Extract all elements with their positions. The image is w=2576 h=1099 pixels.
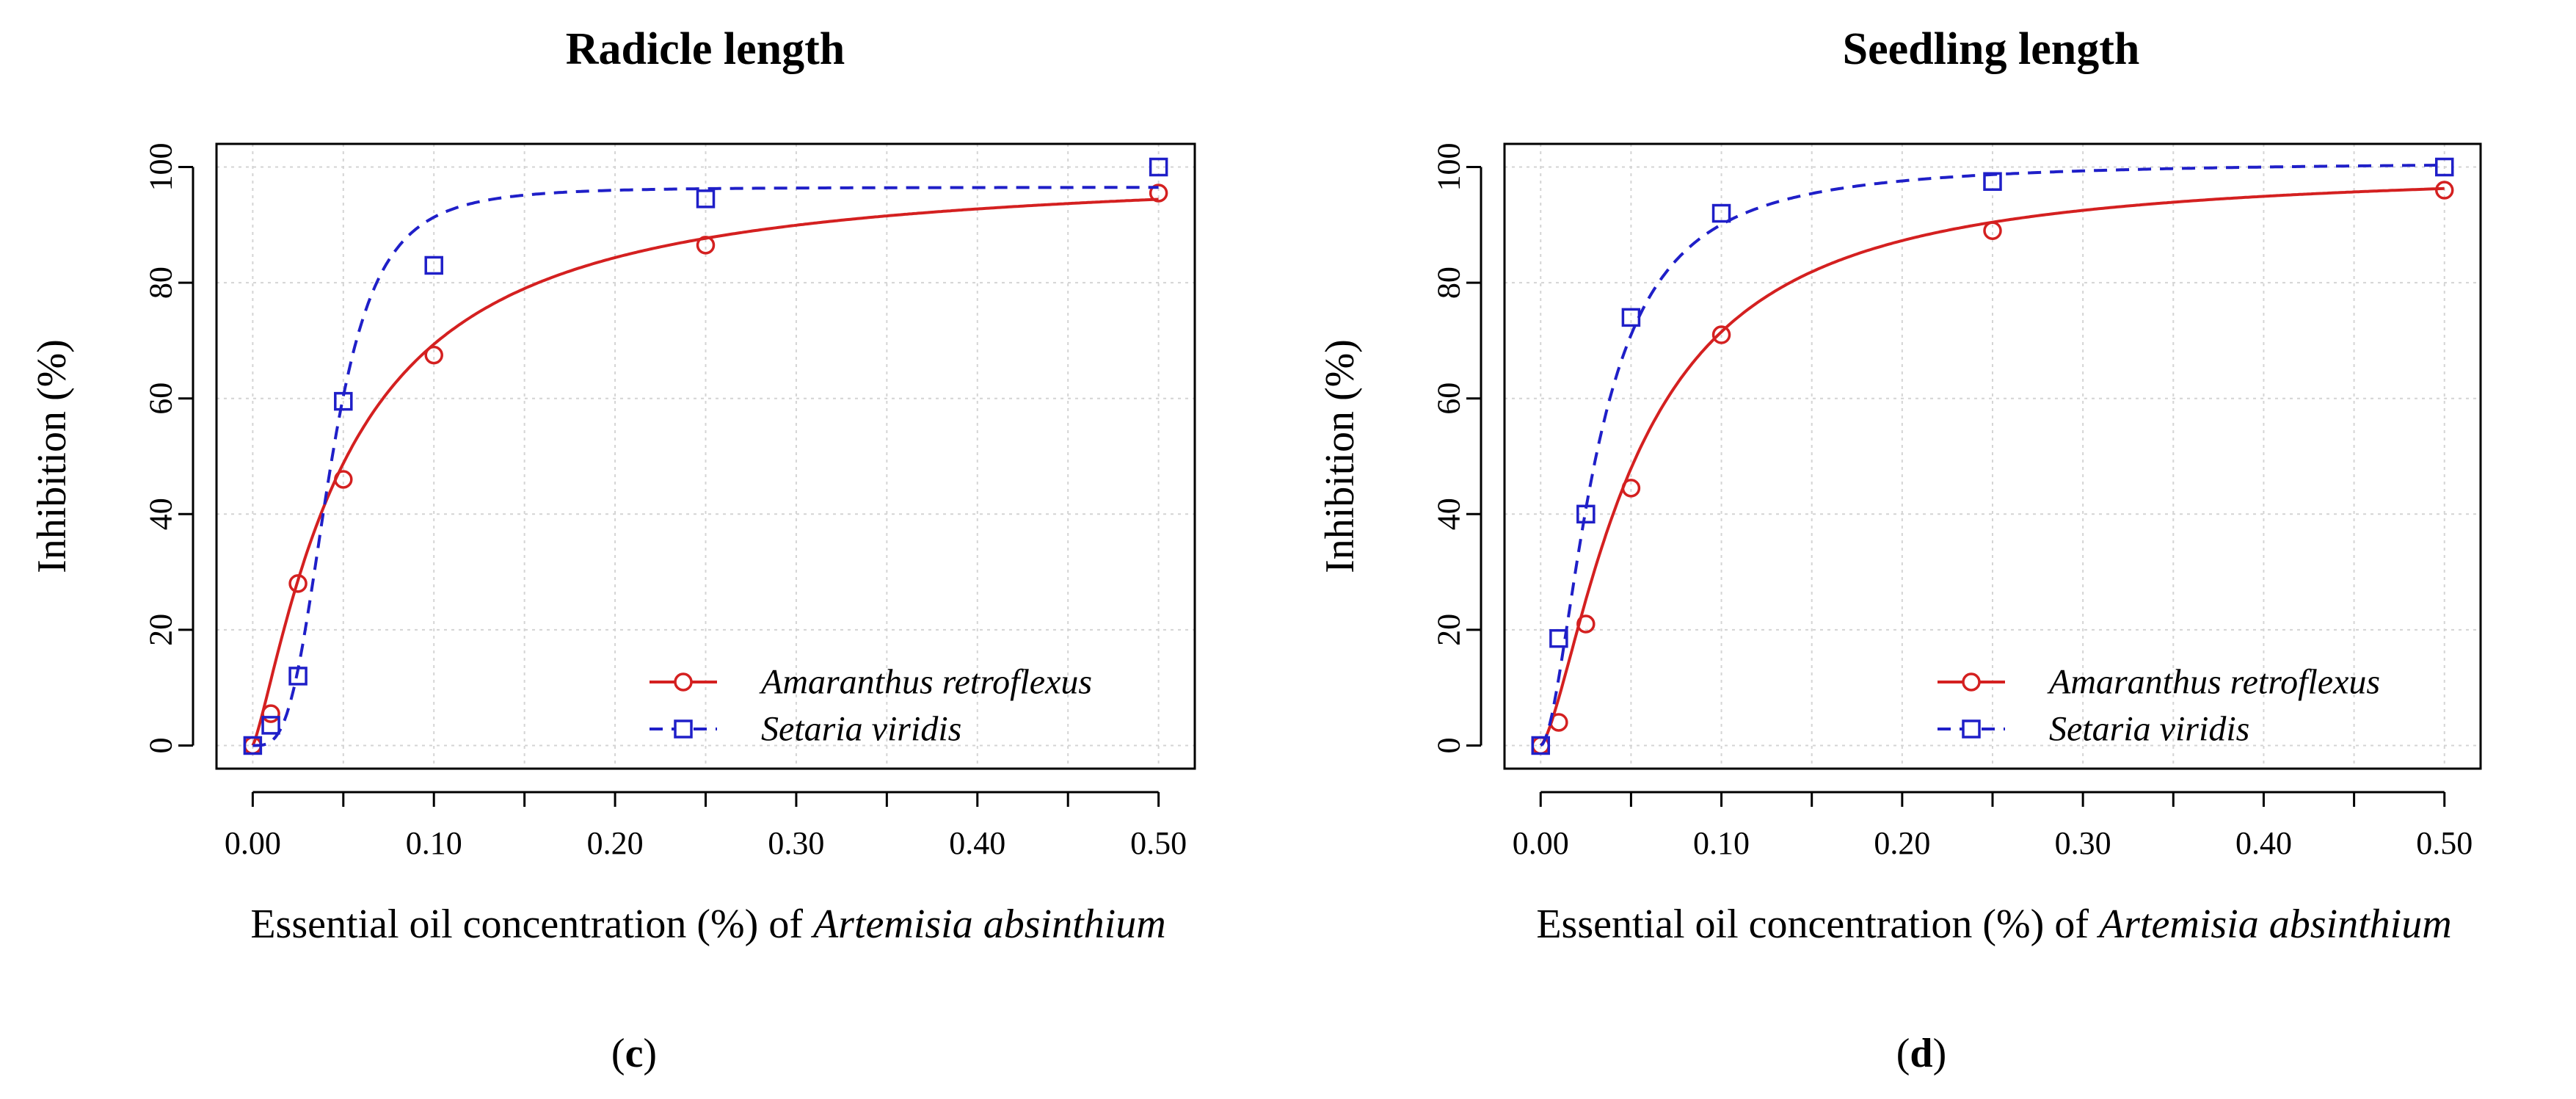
y-tick-label: 60 <box>143 382 179 415</box>
x-tick-label: 0.40 <box>949 825 1005 861</box>
data-point <box>288 574 308 593</box>
y-tick-label: 100 <box>143 143 179 192</box>
data-point <box>2434 181 2454 200</box>
panel-label-open-paren: ( <box>1896 1031 1910 1076</box>
legend-label: Setaria viridis <box>2049 710 2249 749</box>
panel-label: (c) <box>611 1031 657 1076</box>
x-tick-label: 0.10 <box>406 825 462 861</box>
panel-label-close-paren: ) <box>643 1031 657 1076</box>
data-point <box>2434 157 2454 177</box>
y-tick-label: 20 <box>1431 614 1467 646</box>
panel-label-letter: c <box>625 1031 644 1076</box>
x-axis-title-prefix: Essential oil concentration (%) of <box>250 902 813 947</box>
legend-marker <box>1962 719 1981 739</box>
y-axis-title: Inhibition (%) <box>1317 339 1363 573</box>
x-tick-label: 0.30 <box>2055 825 2111 861</box>
grid <box>217 144 1195 769</box>
plot-frame <box>215 142 1196 770</box>
data-point <box>696 236 716 255</box>
y-axis: 0 20 40 60 80 100 <box>1431 143 1482 753</box>
y-tick-label: 0 <box>143 737 179 753</box>
y-tick-label: 20 <box>143 614 179 646</box>
chart-panel-d: 0.00 0.10 0.20 0.30 0.40 0.50 0 20 40 60 80 100 Seed… <box>1317 24 2482 1076</box>
x-tick-label: 0.50 <box>2416 825 2473 861</box>
data-point <box>1576 614 1596 634</box>
data-point <box>261 716 280 735</box>
data-point <box>334 391 353 411</box>
x-axis: 0.00 0.10 0.20 0.30 0.40 0.50 <box>225 791 1187 861</box>
x-axis-title: Essential oil concentration (%) of Artem… <box>1536 902 2451 947</box>
x-tick-label: 0.10 <box>1693 825 1750 861</box>
data-point <box>261 704 280 723</box>
series-setaria-viridis <box>243 157 1168 755</box>
x-axis-title-species: Artemisia absinthium <box>2096 902 2452 947</box>
x-axis-title: Essential oil concentration (%) of Artem… <box>250 902 1165 947</box>
y-tick-label: 0 <box>1431 737 1467 753</box>
x-tick-label: 0.00 <box>1513 825 1569 861</box>
legend: Amaranthus retroflexus Setaria viridis <box>1938 663 2380 749</box>
x-tick-label: 0.50 <box>1130 825 1187 861</box>
plot-frame <box>1503 142 2482 770</box>
legend: Amaranthus retroflexus Setaria viridis <box>650 663 1092 749</box>
data-point <box>243 736 263 755</box>
x-axis-title-prefix: Essential oil concentration (%) of <box>1536 902 2099 947</box>
panel-label-letter: d <box>1910 1031 1932 1076</box>
data-point <box>1549 713 1568 732</box>
legend-label: Amaranthus retroflexus <box>759 663 1092 702</box>
data-point <box>288 667 308 686</box>
data-point <box>424 345 443 365</box>
data-point <box>1549 628 1568 648</box>
y-tick-label: 80 <box>143 266 179 299</box>
series-setaria-viridis <box>1531 157 2454 755</box>
legend-marker <box>1962 672 1981 692</box>
panel-label-open-paren: ( <box>611 1031 625 1076</box>
x-tick-label: 0.00 <box>225 825 281 861</box>
data-point <box>1531 736 1551 755</box>
data-point <box>696 189 716 208</box>
x-axis-title-species: Artemisia absinthium <box>810 902 1166 947</box>
chart-panel-c: 0.00 0.10 0.20 0.30 0.40 0.50 0 20 40 60 80 100 Radi… <box>29 24 1196 1076</box>
y-axis-title: Inhibition (%) <box>29 339 75 573</box>
data-point <box>1621 479 1641 498</box>
chart-title: Seedling length <box>1843 24 2140 74</box>
data-point <box>1711 203 1731 223</box>
x-tick-label: 0.20 <box>1874 825 1930 861</box>
legend-marker <box>674 672 693 692</box>
panel-label: (d) <box>1896 1031 1946 1076</box>
y-axis: 0 20 40 60 80 100 <box>143 143 194 753</box>
chart-title: Radicle length <box>566 24 845 74</box>
data-point <box>1576 504 1596 524</box>
y-tick-label: 80 <box>1431 266 1467 299</box>
legend-label: Amaranthus retroflexus <box>2047 663 2380 702</box>
data-point <box>424 255 443 275</box>
data-point <box>334 470 353 489</box>
legend-marker <box>674 719 693 739</box>
legend-label: Setaria viridis <box>761 710 961 749</box>
data-point <box>1711 325 1731 344</box>
x-tick-label: 0.30 <box>768 825 824 861</box>
x-tick-label: 0.20 <box>587 825 644 861</box>
data-point <box>1149 184 1168 203</box>
y-tick-label: 40 <box>143 498 179 530</box>
y-tick-label: 40 <box>1431 498 1467 530</box>
data-point <box>1983 221 2002 240</box>
x-axis: 0.00 0.10 0.20 0.30 0.40 0.50 <box>1513 791 2473 861</box>
panel-label-close-paren: ) <box>1933 1031 1947 1076</box>
x-tick-label: 0.40 <box>2235 825 2292 861</box>
data-point <box>1149 157 1168 177</box>
y-tick-label: 100 <box>1431 143 1467 192</box>
y-tick-label: 60 <box>1431 382 1467 415</box>
data-point <box>1621 308 1641 327</box>
data-point <box>1983 172 2002 191</box>
